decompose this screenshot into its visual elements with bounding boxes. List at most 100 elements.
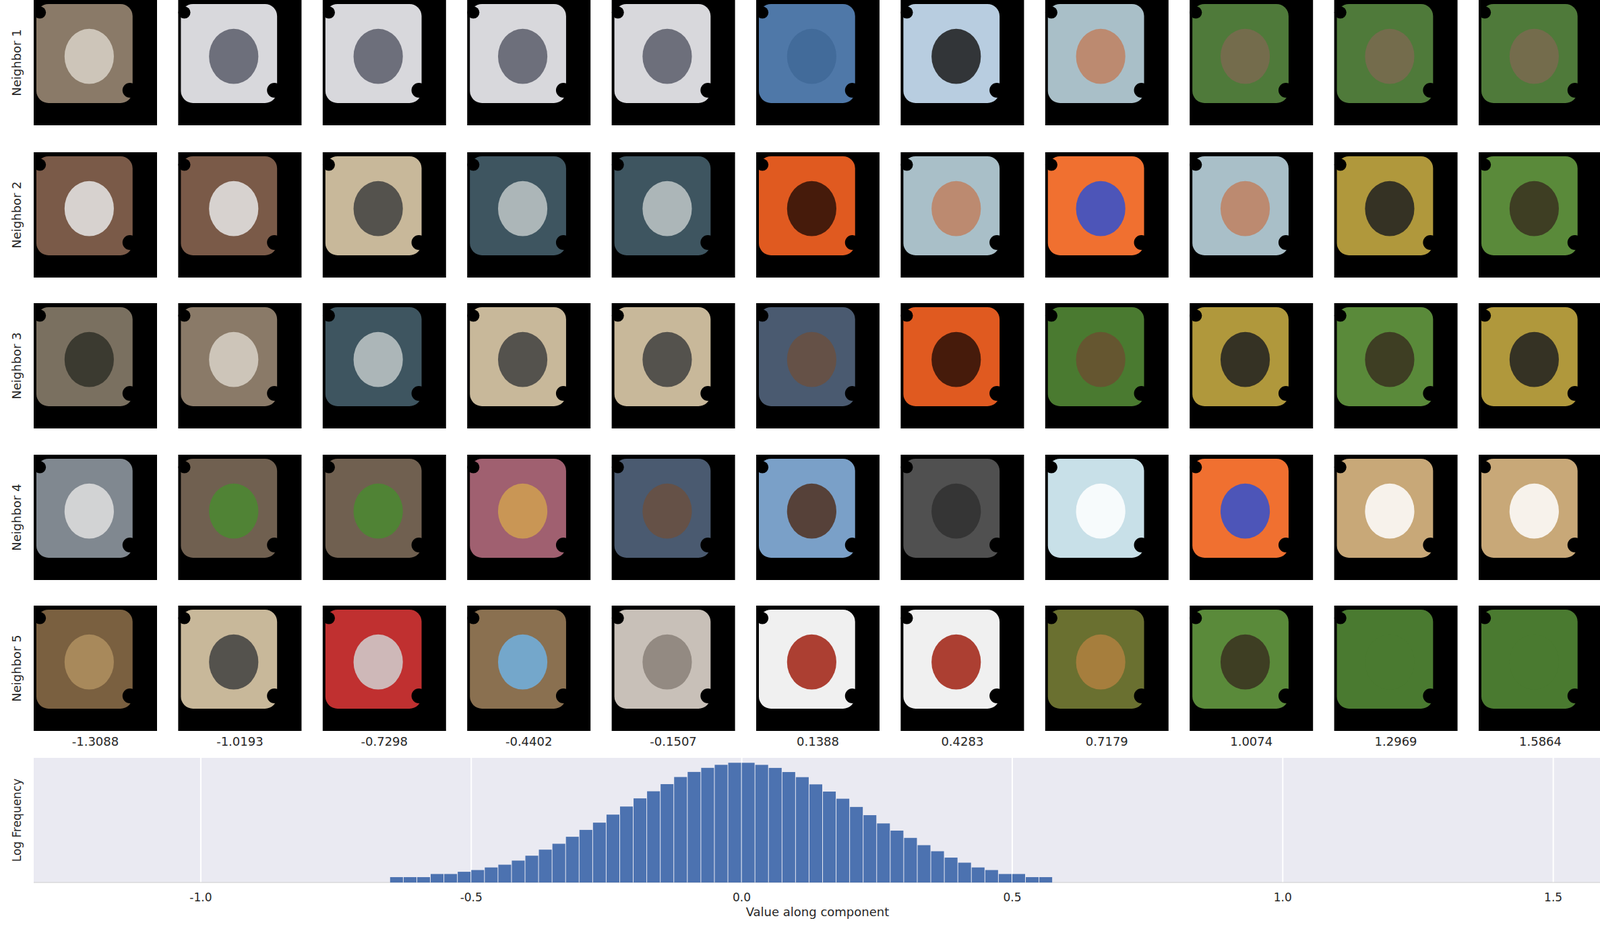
mask-hole (901, 6, 914, 19)
thumbnail-grid: Neighbor 1Neighbor 2Neighbor 3Neighbor 4… (9, 0, 1600, 749)
column-value: 1.5864 (1519, 734, 1562, 749)
thumbnail-subject (1220, 28, 1270, 85)
histogram-bar (390, 877, 404, 883)
thumbnail-image (903, 4, 1000, 104)
thumbnail-frame (1478, 152, 1600, 278)
thumbnail (1189, 303, 1313, 429)
thumbnail-frame (611, 454, 736, 581)
mask-hole (411, 235, 427, 251)
mask-hole (322, 461, 335, 474)
mask-hole (322, 159, 335, 172)
histogram-bar (1012, 874, 1026, 883)
x-tick-label: -0.5 (460, 890, 483, 905)
histogram-bar (768, 768, 782, 883)
histogram-bar (417, 877, 430, 883)
histogram-bar (673, 777, 687, 883)
mask-hole (411, 688, 427, 704)
bars (390, 762, 1053, 883)
thumbnail-subject (1509, 483, 1559, 540)
figure: Neighbor 1Neighbor 2Neighbor 3Neighbor 4… (0, 0, 1600, 931)
mask-hole (467, 6, 480, 19)
mask-hole (411, 537, 427, 553)
mask-hole (1045, 612, 1058, 625)
thumbnail-frame (33, 454, 158, 581)
thumbnail-subject (1076, 28, 1126, 85)
thumbnail-frame (322, 454, 447, 581)
mask-hole (1422, 82, 1438, 98)
thumbnail-frame (1045, 152, 1169, 278)
histogram-bar (660, 784, 674, 883)
thumbnail (467, 0, 591, 126)
thumbnail (467, 605, 591, 732)
thumbnail-subject (1220, 634, 1270, 691)
thumbnail-frame (177, 605, 302, 732)
histogram-bar (687, 772, 701, 883)
thumbnail (756, 605, 880, 732)
thumbnail-subject (1220, 181, 1270, 237)
row-label: Neighbor 3 (9, 332, 24, 399)
histogram-bar (728, 762, 742, 883)
thumbnail-image (325, 458, 422, 559)
thumbnail-image (469, 156, 567, 256)
thumbnail-frame (611, 152, 736, 278)
thumbnail-image (1192, 307, 1289, 407)
thumbnail-subject (1364, 181, 1414, 237)
mask-hole (611, 310, 625, 323)
mask-hole (756, 612, 769, 625)
thumbnail-frame (1478, 605, 1600, 732)
thumbnail (611, 605, 736, 732)
thumbnail-image (1481, 156, 1578, 256)
mask-hole (33, 6, 46, 19)
mask-hole (1045, 310, 1058, 323)
grid-line (1281, 758, 1284, 883)
mask-hole (1278, 537, 1294, 553)
column-value: -0.7298 (361, 734, 408, 749)
thumbnail-image (903, 307, 1000, 407)
mask-hole (266, 82, 282, 98)
grid-line (1011, 758, 1013, 883)
histogram-bar (593, 822, 606, 883)
thumbnail (1045, 0, 1169, 126)
thumbnail-frame (1478, 0, 1600, 126)
mask-hole (1478, 159, 1491, 172)
column-value: 0.4283 (940, 734, 984, 749)
thumbnail-frame (900, 152, 1024, 278)
thumbnail-subject (787, 634, 837, 691)
mask-hole (122, 235, 138, 251)
column-value: 1.0074 (1229, 734, 1273, 749)
mask-hole (845, 386, 860, 402)
mask-hole (122, 386, 138, 402)
thumbnail-image (1048, 458, 1145, 559)
thumbnail (611, 454, 736, 581)
mask-hole (1334, 159, 1347, 172)
thumbnail-subject (64, 332, 114, 388)
mask-hole (700, 688, 716, 704)
thumbnail (467, 303, 591, 429)
thumbnail (900, 152, 1024, 278)
mask-hole (1189, 310, 1202, 323)
thumbnail (322, 454, 447, 581)
thumbnail (322, 0, 447, 126)
thumbnail (1478, 605, 1600, 732)
thumbnail-frame (1045, 605, 1169, 732)
mask-hole (1567, 235, 1583, 251)
thumbnail (1334, 0, 1458, 126)
mask-hole (901, 461, 914, 474)
thumbnail-image (1481, 307, 1578, 407)
thumbnail-frame (1334, 0, 1458, 126)
thumbnail-subject (642, 483, 692, 540)
thumbnail-frame (900, 0, 1024, 126)
mask-hole (989, 688, 1005, 704)
thumbnail-frame (1045, 454, 1169, 581)
mask-hole (1134, 82, 1150, 98)
histogram-bar (944, 857, 958, 883)
mask-hole (700, 235, 716, 251)
mask-hole (989, 386, 1005, 402)
thumbnail-subject (498, 634, 548, 691)
thumbnail-subject (1509, 181, 1559, 237)
mask-hole (33, 310, 46, 323)
mask-hole (1189, 6, 1202, 19)
histogram-bar (525, 855, 539, 883)
mask-hole (1278, 82, 1294, 98)
thumbnail-frame (177, 454, 302, 581)
